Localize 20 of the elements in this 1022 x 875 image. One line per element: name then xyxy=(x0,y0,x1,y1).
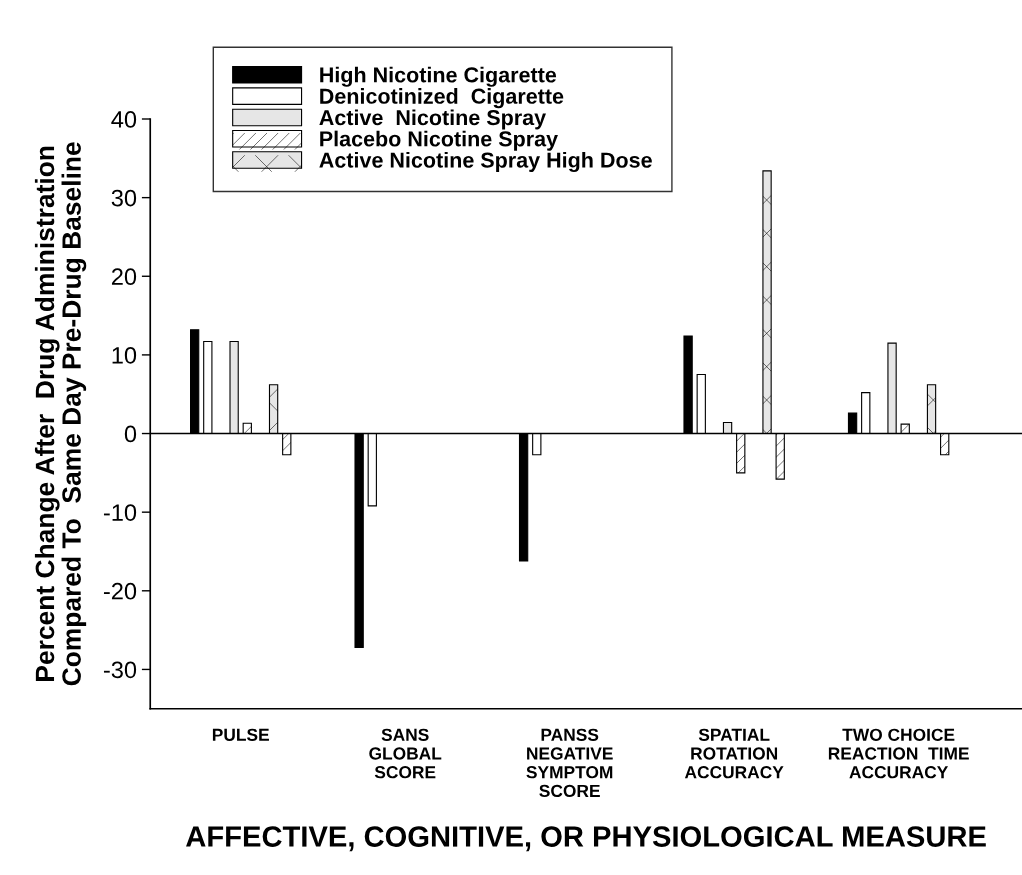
y-tick-label: 20 xyxy=(111,268,137,286)
y-tick-label: -30 xyxy=(103,661,137,679)
legend-label: High Nicotine Cigarette xyxy=(320,66,557,87)
legend-label: Active Nicotine Spray xyxy=(319,109,546,130)
x-tick-label: TWO CHOICE REACTION TIME ACCURACY xyxy=(828,728,969,779)
legend-label: Placebo Nicotine Spray xyxy=(320,130,558,151)
y-axis-title: Percent Change After Drug Administration Compared To Same Day Pre-Drug Baseline xyxy=(34,142,87,686)
legend-label: Active Nicotine Spray High Dose xyxy=(319,151,652,173)
y-tick-label: -10 xyxy=(103,504,137,521)
x-tick-label: PULSE xyxy=(212,728,269,741)
y-tick-label: 10 xyxy=(112,346,137,364)
x-tick-label: PANSS NEGATIVE SYMPTOM SCORE xyxy=(526,728,613,798)
y-tick-label: 40 xyxy=(111,111,137,128)
x-tick-label: SANS GLOBAL SCORE xyxy=(369,728,442,779)
y-tick-label: 30 xyxy=(111,189,137,207)
x-tick-label: SPATIAL ROTATION ACCURACY xyxy=(684,728,784,779)
y-tick-label: -20 xyxy=(103,582,137,600)
legend-label: Denicotinized Cigarette xyxy=(320,88,564,109)
y-tick-label: 0 xyxy=(124,425,137,443)
x-axis-title: AFFECTIVE, COGNITIVE, OR PHYSIOLOGICAL MEASURE xyxy=(186,826,986,852)
